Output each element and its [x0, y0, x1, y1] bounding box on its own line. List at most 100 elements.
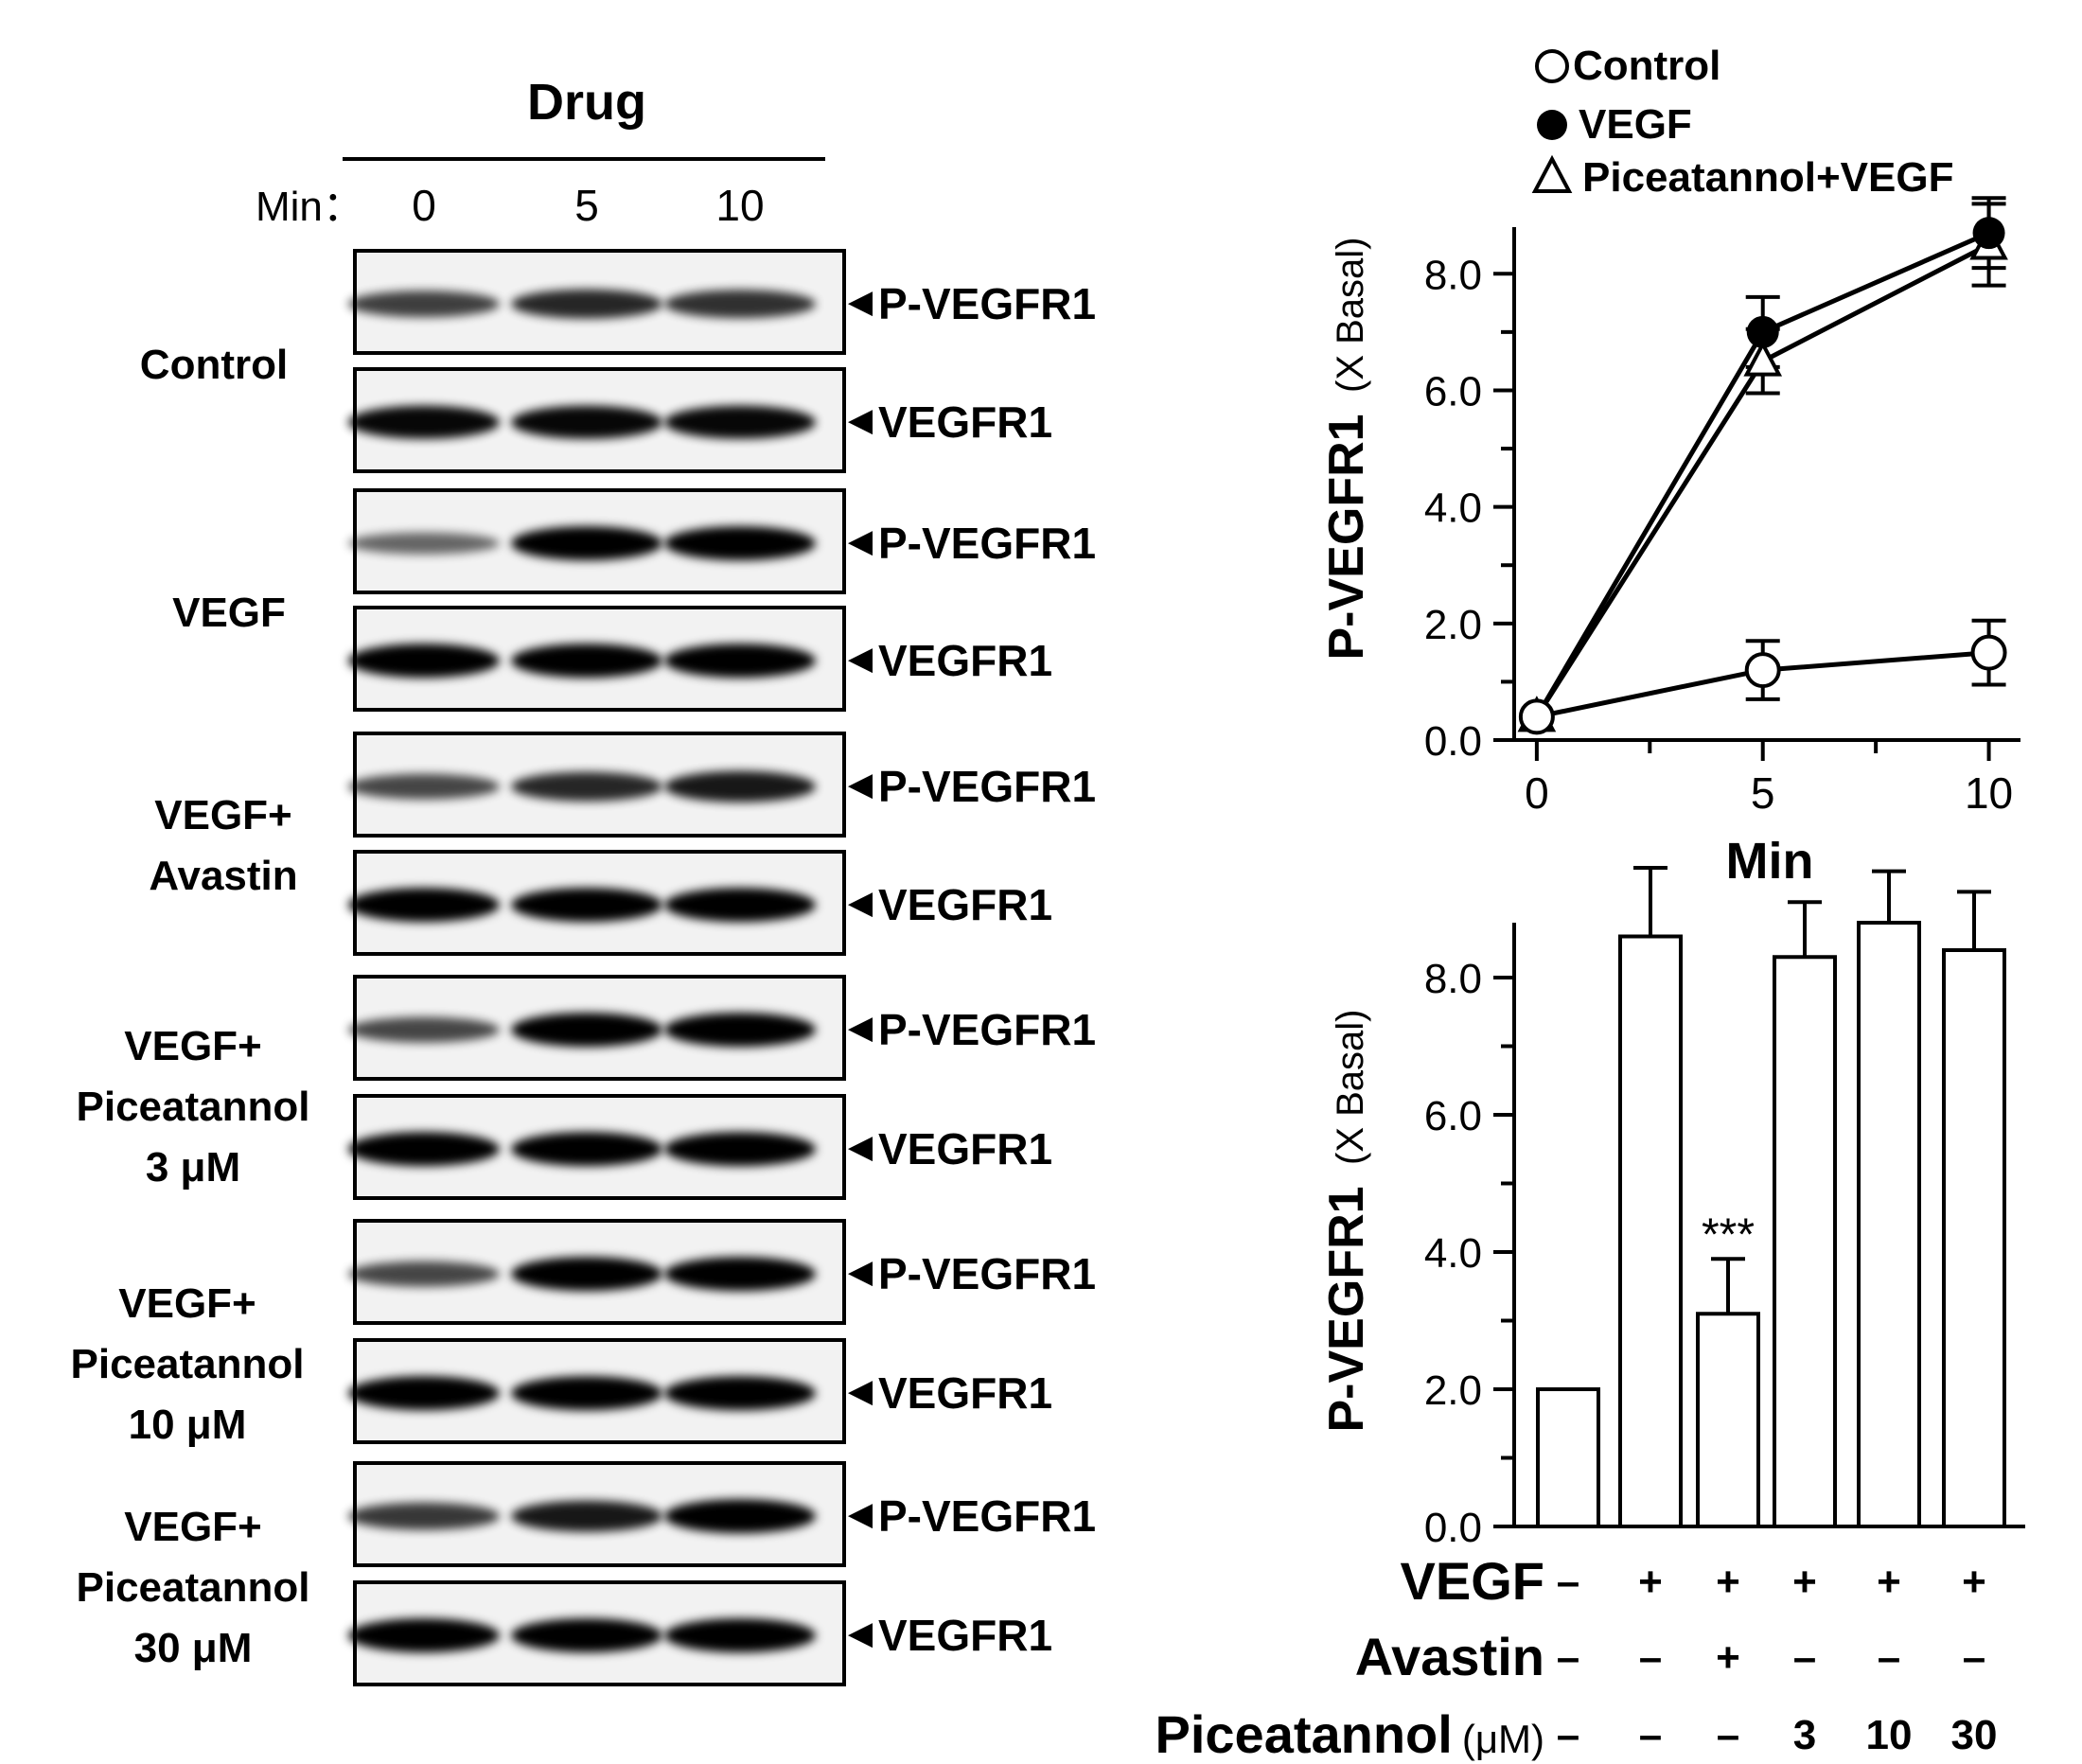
bar — [1696, 1312, 1760, 1528]
bar — [1536, 1387, 1600, 1528]
group-label-line: Piceatannol — [77, 1564, 310, 1611]
legend-label-piceatannol-vegf: Piceatannol+VEGF — [1582, 154, 1953, 201]
blot-band — [664, 888, 816, 923]
group-label-vegf-avastin: VEGF+ Avastin — [149, 792, 297, 899]
y-tick-label: 6.0 — [1424, 368, 1482, 415]
blot-band — [511, 1257, 662, 1292]
blot-box-total: VEGFR1 — [348, 606, 1052, 712]
band-arrow-icon — [848, 1381, 873, 1406]
blot-band — [348, 1132, 500, 1167]
bar — [1942, 948, 2006, 1528]
data-point — [1743, 340, 1783, 377]
data-point — [1744, 652, 1781, 689]
bar — [1618, 934, 1683, 1528]
band-label: P-VEGFR1 — [878, 1491, 1096, 1541]
y-tick-label: 4.0 — [1424, 485, 1482, 532]
condition-value: 10 — [1866, 1712, 1913, 1758]
blot-band — [511, 771, 662, 802]
condition-value: – — [1557, 1559, 1579, 1605]
bar-chart-y-axis-label: P-VEGFR1 (X Basal) — [1319, 1009, 1374, 1432]
condition-value: – — [1963, 1634, 1985, 1681]
condition-value: – — [1557, 1712, 1579, 1758]
blot-box-phospho: P-VEGFR1 — [348, 975, 1096, 1081]
condition-value: – — [1878, 1634, 1900, 1681]
blot-box-total: VEGFR1 — [348, 850, 1052, 956]
line-chart-series — [1517, 196, 2008, 735]
x-tick-label: 5 — [1751, 768, 1775, 818]
group-label-line: Piceatannol — [77, 1084, 310, 1130]
condition-value: + — [1877, 1559, 1901, 1605]
group-label-control: Control — [140, 342, 288, 388]
group-label-piceatannol-30: VEGF+ Piceatannol 30 μM — [77, 1504, 310, 1671]
blot-box-phospho: P-VEGFR1 — [348, 249, 1096, 355]
line-chart: Control VEGF Piceatannol+VEGF 0.0 2.0 4.0 6… — [1319, 43, 2020, 890]
band-arrow-icon — [848, 291, 873, 317]
condition-label: Avastin — [1355, 1627, 1544, 1686]
blot-band — [511, 1500, 662, 1532]
data-point — [1518, 698, 1555, 735]
blot-box-phospho: P-VEGFR1 — [348, 732, 1096, 838]
band-arrow-icon — [848, 774, 873, 800]
blot-band — [664, 1618, 816, 1653]
blot-band — [348, 644, 500, 679]
data-point — [1972, 217, 2005, 250]
bar — [1773, 955, 1837, 1528]
blot-box-total: VEGFR1 — [348, 367, 1052, 473]
condition-table: VEGF – + + + + +Avastin – – + – – –Piceatannol (μM) – –… — [1156, 1551, 1998, 1764]
condition-label: VEGF — [1401, 1551, 1544, 1611]
group-label-line: 30 μM — [134, 1625, 253, 1671]
line-chart-legend: Control VEGF Piceatannol+VEGF — [1531, 43, 1953, 201]
y-tick-label: 8.0 — [1424, 252, 1482, 298]
blot-band — [511, 1132, 662, 1167]
blot-band — [348, 888, 500, 923]
western-blot-panel: Drug Min： 0 5 10 P-VEGFR1 VEGFR1 P-VEGFR1 V… — [71, 74, 1096, 1686]
min-label: Min： — [256, 184, 364, 230]
blot-band — [664, 526, 816, 561]
blot-band — [348, 405, 500, 439]
band-label: P-VEGFR1 — [878, 762, 1096, 811]
blot-band — [511, 1618, 662, 1653]
band-arrow-icon — [848, 1017, 873, 1043]
condition-value: – — [1717, 1712, 1739, 1758]
blot-band — [348, 1261, 500, 1287]
band-label: VEGFR1 — [878, 636, 1052, 685]
condition-value: + — [1638, 1559, 1663, 1605]
band-label: VEGFR1 — [878, 1611, 1052, 1660]
data-point — [1970, 634, 2007, 671]
condition-value: + — [1962, 1559, 1986, 1605]
condition-value: – — [1793, 1634, 1816, 1681]
legend-label-control: Control — [1573, 43, 1720, 89]
band-arrow-icon — [848, 648, 873, 674]
band-arrow-icon — [848, 1137, 873, 1162]
svg-text:P-VEGFR1 (X Basal): P-VEGFR1 (X Basal) — [1319, 237, 1374, 660]
band-label: VEGFR1 — [878, 1368, 1052, 1418]
group-label-line: VEGF+ — [154, 792, 292, 838]
blot-band — [511, 1376, 662, 1411]
blot-band — [664, 1013, 816, 1048]
band-arrow-icon — [848, 531, 873, 556]
bar — [1857, 921, 1921, 1528]
group-label-line: 3 μM — [146, 1144, 240, 1191]
band-label: VEGFR1 — [878, 880, 1052, 929]
bar-chart-axes: 0.0 2.0 4.0 6.0 8.0 — [1424, 923, 2025, 1551]
blot-band — [348, 532, 500, 555]
y-tick-label: 8.0 — [1424, 956, 1482, 1002]
condition-value: – — [1639, 1634, 1662, 1681]
group-label-line: VEGF+ — [124, 1023, 262, 1069]
band-arrow-icon — [848, 410, 873, 435]
blot-band — [664, 1499, 816, 1534]
legend-label-vegf: VEGF — [1579, 101, 1692, 148]
line-chart-axes: 0.0 2.0 4.0 6.0 8.0 0 5 10 — [1424, 227, 2020, 818]
legend-marker-control — [1535, 49, 1569, 83]
y-tick-label: 2.0 — [1424, 602, 1482, 648]
group-label-line: Avastin — [149, 853, 297, 899]
y-axis-unit: (X Basal) — [1330, 237, 1371, 393]
line-chart-y-axis-label: P-VEGFR1 (X Basal) — [1319, 237, 1374, 660]
condition-label: Piceatannol (μM) — [1156, 1704, 1545, 1764]
blot-band — [511, 1013, 662, 1048]
blot-box-total: VEGFR1 — [348, 1094, 1052, 1200]
group-label-line: Control — [140, 342, 288, 388]
blot-band — [664, 405, 816, 439]
condition-value: + — [1716, 1559, 1740, 1605]
blot-band — [348, 291, 500, 318]
